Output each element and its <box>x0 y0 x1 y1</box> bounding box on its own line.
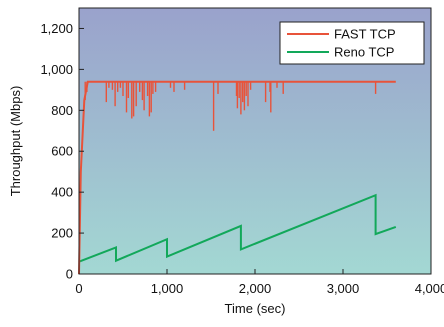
x-tick-label: 2,000 <box>239 281 272 296</box>
series-line-fast-tcp <box>78 80 396 275</box>
x-tick-label: 4,000 <box>415 281 444 296</box>
series-fast-tcp <box>78 80 396 275</box>
y-tick-label: 600 <box>51 144 73 159</box>
legend-label-reno-tcp: Reno TCP <box>334 45 394 60</box>
y-axis-title: Throughput (Mbps) <box>8 86 23 197</box>
y-tick-label: 800 <box>51 103 73 118</box>
x-tick-label: 1,000 <box>151 281 184 296</box>
legend: FAST TCP Reno TCP <box>279 21 425 65</box>
x-tick-label: 0 <box>75 281 82 296</box>
y-tick-label: 400 <box>51 185 73 200</box>
x-axis-ticks: 0 1,000 2,000 3,000 4,000 <box>75 269 444 296</box>
x-axis-title: Time (sec) <box>225 301 286 316</box>
series-layer <box>78 80 397 275</box>
x-tick-label: 3,000 <box>327 281 360 296</box>
legend-box <box>279 21 425 65</box>
y-tick-label: 1,200 <box>40 21 73 36</box>
y-axis-ticks: 0 200 400 600 800 1,000 1,200 <box>40 21 84 282</box>
legend-label-fast-tcp: FAST TCP <box>334 27 396 42</box>
y-tick-label: 1,000 <box>40 62 73 77</box>
y-tick-label: 0 <box>66 267 73 282</box>
series-line-reno-tcp <box>78 193 397 263</box>
y-tick-label: 200 <box>51 226 73 241</box>
